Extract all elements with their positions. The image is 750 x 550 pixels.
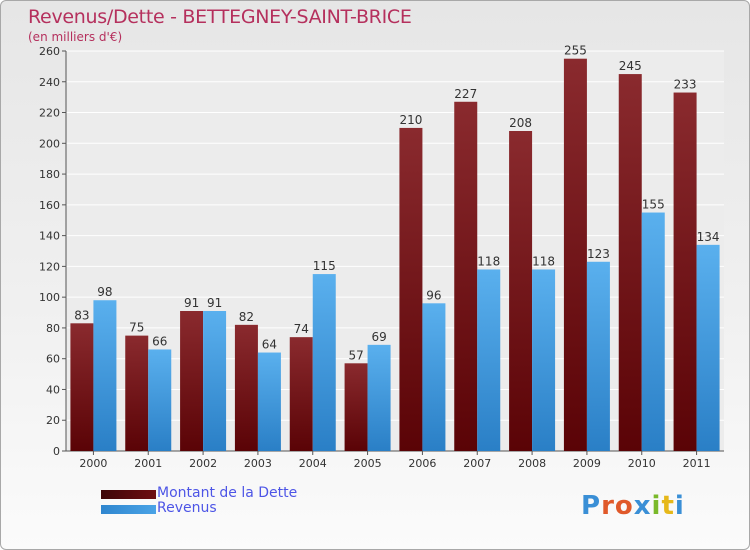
revenue-data-label: 91 [207,296,222,310]
x-tick-label: 2010 [628,457,656,470]
debt-data-label: 57 [348,348,363,362]
y-tick-label: 40 [46,383,60,396]
x-tick-label: 2009 [573,457,601,470]
debt-bar [70,323,94,451]
debt-data-label: 233 [674,78,697,92]
revenue-bar [312,274,336,451]
y-tick-label: 200 [39,137,60,150]
x-tick-label: 2001 [134,457,162,470]
debt-bar [454,101,478,452]
legend-swatch-debt [101,490,156,499]
revenue-data-label: 64 [262,338,277,352]
revenue-bar [532,269,556,451]
debt-data-label: 82 [239,310,254,324]
debt-data-label: 74 [294,322,309,336]
debt-bar [563,58,587,451]
revenue-bar [477,269,501,451]
y-tick-label: 220 [39,107,60,120]
debt-bar [399,127,423,451]
x-tick-label: 2011 [683,457,711,470]
revenue-bar [93,300,117,451]
proxiti-logo: Proxiti [581,491,685,521]
debt-data-label: 83 [74,308,89,322]
revenue-data-label: 96 [426,288,441,302]
plot-area [66,51,724,451]
debt-data-label: 208 [509,116,532,130]
revenue-bar [257,352,281,451]
logo-letter: i [674,491,685,521]
debt-bar [234,324,258,451]
revenue-data-label: 66 [152,334,167,348]
chart-title: Revenus/Dette - BETTEGNEY-SAINT-BRICE [28,6,412,28]
debt-bar [673,92,697,452]
revenue-bar [586,261,610,451]
revenue-bar [203,311,227,451]
debt-bar [289,337,313,451]
debt-data-label: 245 [619,59,642,73]
x-tick-label: 2006 [408,457,436,470]
debt-data-label: 91 [184,296,199,310]
revenue-bar [696,244,720,451]
revenue-data-label: 155 [642,198,665,212]
chart-subtitle: (en milliers d'€) [28,30,123,44]
debt-bar [344,363,368,451]
x-tick-label: 2007 [463,457,491,470]
x-tick-label: 2002 [189,457,217,470]
y-tick-label: 0 [53,445,60,458]
y-tick-label: 80 [46,322,60,335]
revenue-bar [367,344,391,451]
y-tick-label: 120 [39,260,60,273]
logo-letter: x [633,491,652,521]
logo-letter: o [614,491,634,521]
x-tick-label: 2003 [244,457,272,470]
revenue-bar [641,212,665,451]
logo-letter: r [601,491,615,521]
legend-label-debt: Montant de la Dette [157,485,298,501]
logo-letter: P [581,491,602,521]
revenue-bar [148,349,172,451]
revenue-data-label: 118 [477,254,500,268]
revenue-data-label: 98 [97,285,112,299]
x-tick-label: 2008 [518,457,546,470]
logo-letter: t [661,491,675,521]
legend-swatch-revenue [101,505,156,514]
y-tick-label: 100 [39,291,60,304]
y-tick-label: 180 [39,168,60,181]
debt-data-label: 227 [454,87,477,101]
debt-bar [125,335,149,451]
debt-data-label: 255 [564,44,587,58]
x-tick-label: 2000 [79,457,107,470]
x-tick-label: 2004 [299,457,327,470]
legend-label-revenue: Revenus [157,500,217,516]
debt-data-label: 210 [399,113,422,127]
y-tick-label: 20 [46,414,60,427]
revenue-data-label: 69 [371,330,386,344]
debt-bar [618,74,642,452]
revenue-bar [422,303,446,451]
y-tick-label: 260 [39,45,60,58]
x-tick-label: 2005 [354,457,382,470]
debt-bar [509,131,533,451]
y-tick-label: 160 [39,199,60,212]
revenue-data-label: 118 [532,254,555,268]
y-tick-label: 140 [39,230,60,243]
revenue-data-label: 115 [313,259,336,273]
logo-letter: i [651,491,662,521]
revenue-data-label: 134 [697,230,720,244]
y-tick-label: 240 [39,76,60,89]
revenue-data-label: 123 [587,247,610,261]
debt-bar [180,311,204,451]
y-tick-label: 60 [46,353,60,366]
debt-data-label: 75 [129,321,144,335]
